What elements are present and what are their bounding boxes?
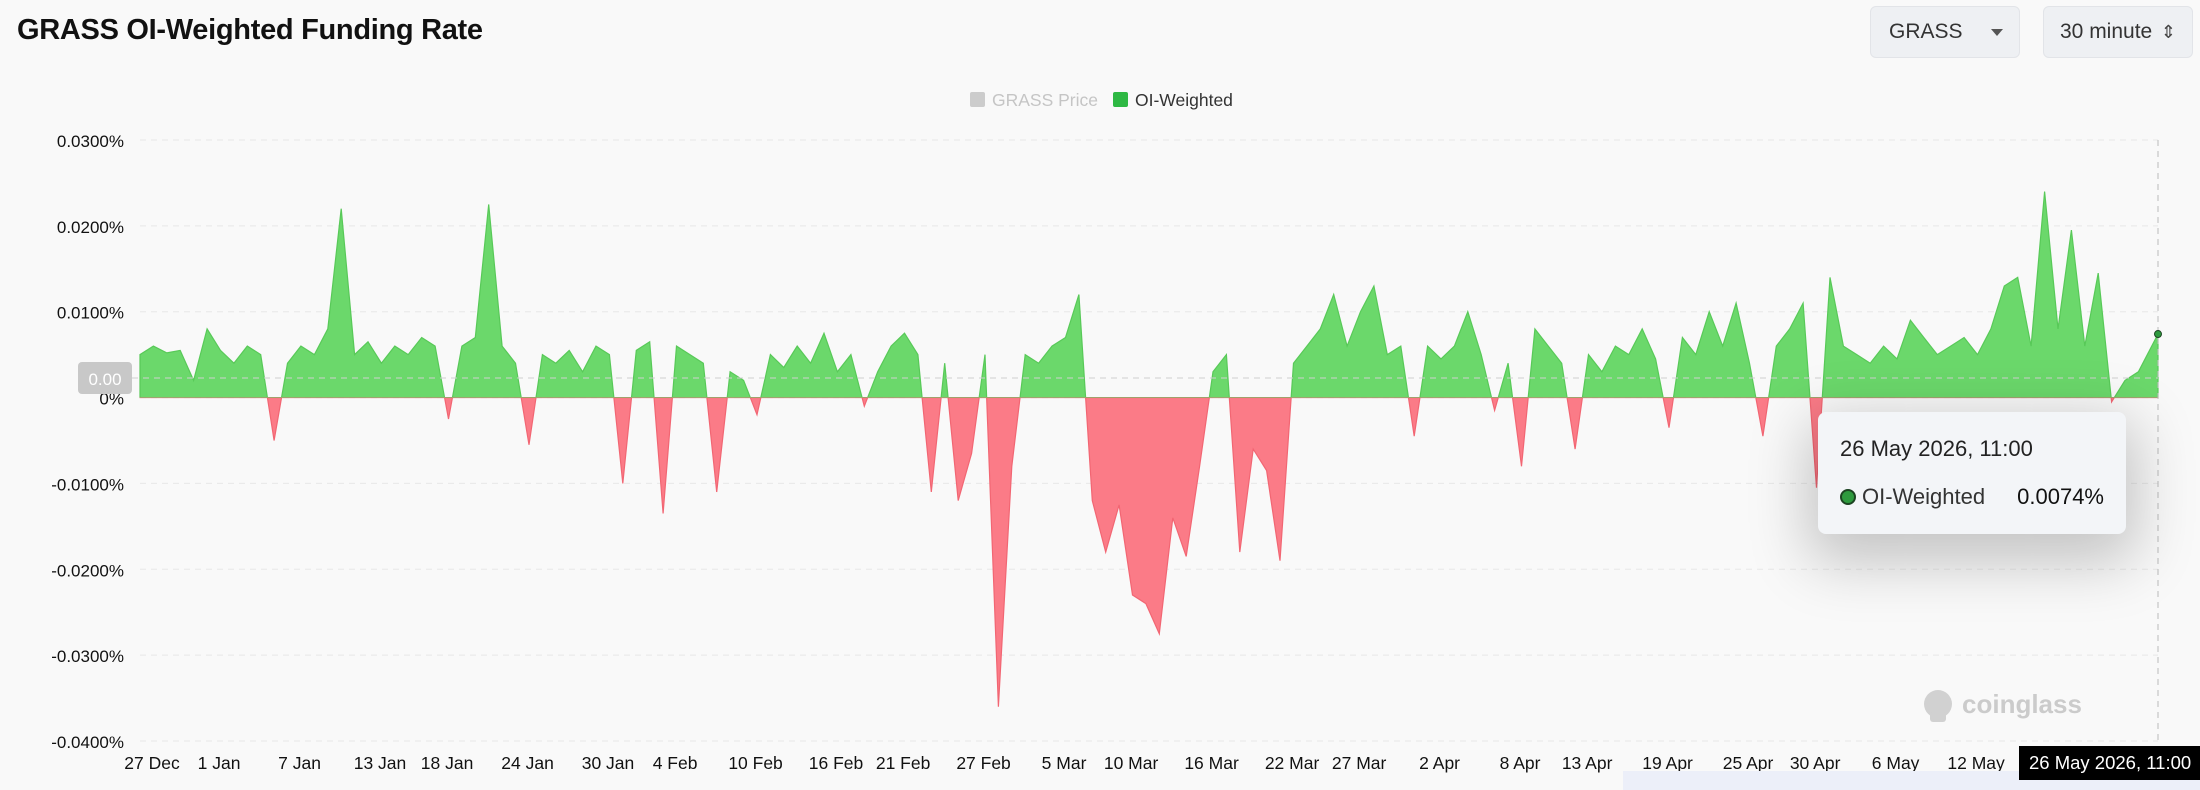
x-tick-label: 27 Feb xyxy=(956,753,1010,773)
symbol-select[interactable]: GRASS xyxy=(1870,6,2020,58)
area-series xyxy=(139,191,2159,707)
series-dot-icon xyxy=(1840,489,1856,505)
x-tick-label: 18 Jan xyxy=(421,753,474,773)
legend-label: GRASS Price xyxy=(992,90,1098,110)
x-tick-label: 1 Jan xyxy=(198,753,241,773)
chart-overlay: 0.00 coinglass xyxy=(78,140,2162,745)
legend-item[interactable]: OI-Weighted xyxy=(1113,90,1233,110)
x-tick-label: 6 May xyxy=(1872,753,1920,773)
y-tick-label: 0.0100% xyxy=(57,304,124,323)
x-tick-label: 19 Apr xyxy=(1642,753,1693,773)
x-tick-label: 4 Feb xyxy=(653,753,698,773)
caret-down-icon xyxy=(1991,28,2003,36)
tooltip-time: 26 May 2026, 11:00 xyxy=(1840,436,2033,461)
negative-area xyxy=(139,397,2159,707)
y-tick-label: -0.0300% xyxy=(51,647,124,666)
page-title: GRASS OI-Weighted Funding Rate xyxy=(17,14,483,46)
y-tick-label: -0.0400% xyxy=(51,733,124,752)
interval-select[interactable]: 30 minute ⇕ xyxy=(2043,6,2193,58)
x-tick-label: 16 Mar xyxy=(1184,753,1239,773)
x-tick-label: 21 Feb xyxy=(876,753,930,773)
chart-tooltip: 26 May 2026, 11:00 OI-Weighted 0.0074% xyxy=(1818,412,2126,534)
x-tick-label: 13 Jan xyxy=(354,753,407,773)
x-tick-label: 2 Apr xyxy=(1419,753,1460,773)
x-tick-label: 13 Apr xyxy=(1562,753,1613,773)
legend-swatch xyxy=(1113,92,1128,107)
positive-area xyxy=(139,191,2159,398)
x-tick-label: 25 Apr xyxy=(1723,753,1774,773)
zero-badge-label: 0.00 xyxy=(88,370,121,389)
x-tick-label: 8 Apr xyxy=(1500,753,1541,773)
zero-badge xyxy=(78,362,132,394)
x-tick-label: 30 Jan xyxy=(582,753,635,773)
axis-labels: 0.0300% 0.0200% 0.0100% 0% -0.0100% -0.0200% -… xyxy=(51,132,2005,773)
interval-select-value: 30 minute xyxy=(2060,20,2153,43)
y-tick-label: -0.0200% xyxy=(51,561,124,580)
x-tick-label: 27 Mar xyxy=(1332,753,1387,773)
y-tick-label: 0.0200% xyxy=(57,218,124,237)
tooltip-series-name: OI-Weighted xyxy=(1862,484,1986,509)
coinglass-logo-base xyxy=(1930,712,1946,722)
symbol-select-value: GRASS xyxy=(1889,20,1963,43)
x-tick-label: 27 Dec xyxy=(124,753,180,773)
legend-item[interactable]: GRASS Price xyxy=(970,90,1098,110)
x-tick-label: 7 Jan xyxy=(278,753,321,773)
crosshair-time-label: 26 May 2026, 11:00 xyxy=(2019,746,2200,780)
y-tick-label: 0% xyxy=(99,390,124,409)
legend[interactable]: GRASS Price OI-Weighted xyxy=(970,90,1233,110)
tooltip-value: 0.0074% xyxy=(2017,484,2104,509)
up-down-arrows-icon: ⇕ xyxy=(2160,22,2176,42)
coinglass-logo-icon xyxy=(1924,690,1952,718)
x-tick-label: 5 Mar xyxy=(1042,753,1087,773)
x-tick-label: 10 Feb xyxy=(728,753,782,773)
hover-point xyxy=(2154,330,2162,339)
x-tick-label: 16 Feb xyxy=(809,753,863,773)
watermark-text: coinglass xyxy=(1962,689,2082,719)
y-tick-label: 0.0300% xyxy=(57,132,124,151)
tooltip-row: OI-Weighted 0.0074% xyxy=(1840,484,2104,510)
x-tick-label: 12 May xyxy=(1947,753,2005,773)
x-tick-label: 10 Mar xyxy=(1104,753,1159,773)
coinglass-watermark: coinglass xyxy=(1924,689,2082,722)
legend-swatch xyxy=(970,92,985,107)
x-tick-label: 22 Mar xyxy=(1265,753,1320,773)
legend-label: OI-Weighted xyxy=(1135,90,1233,110)
x-tick-label: 30 Apr xyxy=(1790,753,1841,773)
y-tick-label: -0.0100% xyxy=(51,475,124,494)
x-tick-label: 24 Jan xyxy=(501,753,554,773)
